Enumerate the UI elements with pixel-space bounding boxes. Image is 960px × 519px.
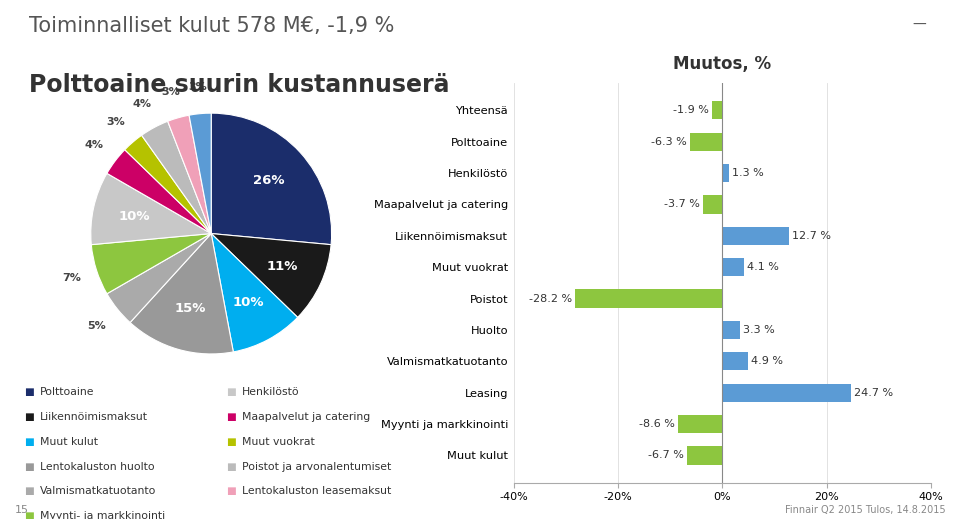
Wedge shape: [107, 149, 211, 234]
Text: -6.7 %: -6.7 %: [648, 450, 684, 460]
Text: Polttoaine: Polttoaine: [40, 387, 95, 397]
Text: ■: ■: [24, 387, 34, 397]
Text: Maapalvelut ja catering: Maapalvelut ja catering: [242, 412, 371, 422]
Text: ■: ■: [226, 486, 235, 497]
Title: Muutos, %: Muutos, %: [673, 55, 772, 73]
Text: Muut kulut: Muut kulut: [40, 436, 98, 447]
Text: Myynti- ja markkinointi: Myynti- ja markkinointi: [40, 511, 165, 519]
Text: 4%: 4%: [132, 99, 152, 109]
Text: 4.9 %: 4.9 %: [751, 356, 783, 366]
Wedge shape: [211, 113, 331, 244]
Wedge shape: [91, 234, 211, 294]
Text: ■: ■: [24, 412, 34, 422]
Text: Henkilöstö: Henkilöstö: [242, 387, 300, 397]
Wedge shape: [189, 113, 211, 234]
Bar: [722, 258, 744, 276]
Text: ■: ■: [24, 511, 34, 519]
Text: ■: ■: [226, 387, 235, 397]
Bar: [722, 384, 852, 402]
Text: 11%: 11%: [267, 260, 298, 273]
Bar: [722, 227, 789, 245]
Text: 1.3 %: 1.3 %: [732, 168, 764, 178]
Bar: [703, 195, 722, 213]
Text: 15: 15: [14, 505, 29, 515]
Text: Muut vuokrat: Muut vuokrat: [242, 436, 315, 447]
Bar: [722, 321, 739, 339]
Bar: [687, 446, 722, 465]
Text: ■: ■: [24, 486, 34, 497]
Text: ■: ■: [24, 461, 34, 472]
Text: ■: ■: [226, 461, 235, 472]
Bar: [722, 164, 730, 182]
Text: Lentokaluston leasemaksut: Lentokaluston leasemaksut: [242, 486, 391, 497]
Bar: [575, 290, 722, 308]
Text: —: —: [913, 18, 926, 32]
Text: 24.7 %: 24.7 %: [854, 388, 894, 398]
Text: 3%: 3%: [161, 87, 180, 97]
Wedge shape: [107, 234, 211, 322]
Text: ■: ■: [226, 436, 235, 447]
Text: 7%: 7%: [61, 273, 81, 283]
Bar: [689, 132, 722, 151]
Text: 3%: 3%: [188, 83, 207, 92]
Bar: [678, 415, 722, 433]
Text: 5%: 5%: [87, 321, 107, 331]
Wedge shape: [142, 121, 211, 234]
Wedge shape: [125, 135, 211, 234]
Text: -3.7 %: -3.7 %: [664, 199, 700, 210]
Wedge shape: [211, 234, 331, 318]
Text: Finnair Q2 2015 Tulos, 14.8.2015: Finnair Q2 2015 Tulos, 14.8.2015: [785, 505, 946, 515]
Wedge shape: [211, 234, 298, 352]
Text: ■: ■: [24, 436, 34, 447]
Text: 15%: 15%: [174, 303, 205, 316]
Bar: [712, 101, 722, 119]
Text: Polttoaine suurin kustannuserä: Polttoaine suurin kustannuserä: [29, 73, 449, 97]
Text: 3%: 3%: [107, 117, 125, 127]
Text: Lentokaluston huolto: Lentokaluston huolto: [40, 461, 155, 472]
Text: Toiminnalliset kulut 578 M€, -1,9 %: Toiminnalliset kulut 578 M€, -1,9 %: [29, 16, 395, 36]
Text: ■: ■: [226, 412, 235, 422]
Text: 4%: 4%: [84, 140, 104, 150]
Bar: [722, 352, 748, 371]
Text: 3.3 %: 3.3 %: [743, 325, 775, 335]
Text: 12.7 %: 12.7 %: [792, 231, 830, 241]
Text: 10%: 10%: [232, 296, 264, 309]
Wedge shape: [91, 173, 211, 244]
Text: -6.3 %: -6.3 %: [651, 136, 686, 147]
Text: 10%: 10%: [119, 210, 151, 223]
Text: -28.2 %: -28.2 %: [529, 294, 572, 304]
Text: Liikennöimismaksut: Liikennöimismaksut: [40, 412, 148, 422]
Text: Valmismatkatuotanto: Valmismatkatuotanto: [40, 486, 156, 497]
Text: Poistot ja arvonalentumiset: Poistot ja arvonalentumiset: [242, 461, 391, 472]
Wedge shape: [131, 234, 233, 354]
Text: -8.6 %: -8.6 %: [638, 419, 674, 429]
Wedge shape: [168, 115, 211, 234]
Text: 26%: 26%: [253, 174, 285, 187]
Text: -1.9 %: -1.9 %: [674, 105, 709, 115]
Text: 4.1 %: 4.1 %: [747, 262, 779, 272]
